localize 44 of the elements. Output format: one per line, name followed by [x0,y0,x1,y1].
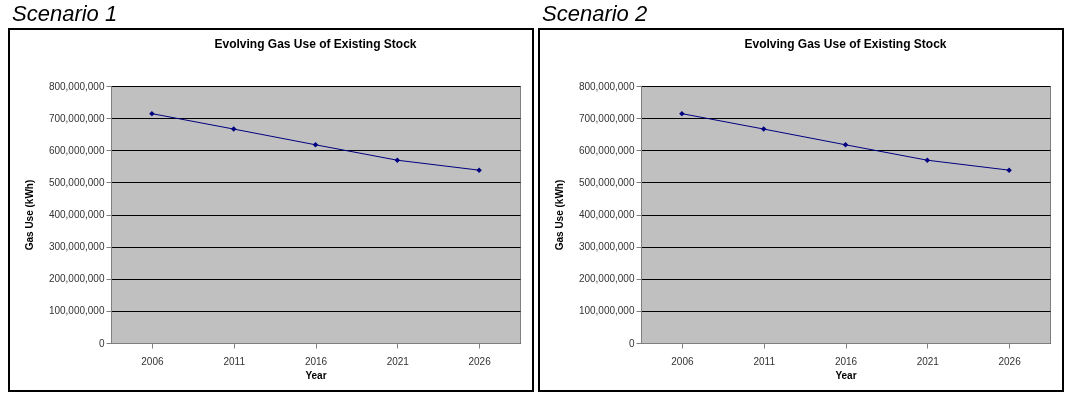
point [924,157,931,163]
point [760,126,767,132]
x-tick-label: 2006 [141,355,164,367]
chart-title: Evolving Gas Use of Existing Stock [744,37,947,51]
x-axis-title: Year [835,369,857,381]
point [842,142,849,148]
x-tick-label: 2011 [753,355,776,367]
y-tick-label: 700,000,000 [578,112,635,124]
y-tick-label: 300,000,000 [48,241,105,253]
point [679,110,685,117]
point [312,142,319,148]
y-tick-label: 100,000,000 [48,305,105,317]
chart-title: Evolving Gas Use of Existing Stock [214,37,417,51]
x-tick-label: 2016 [304,355,328,367]
y-tick-label: 600,000,000 [48,144,105,156]
x-tick-label: 2006 [671,355,694,367]
y-tick-label: 400,000,000 [48,209,105,220]
y-tick-label: 200,000,000 [48,273,105,285]
y-tick-label: 100,000,000 [578,305,635,317]
x-tick-label: 2021 [386,355,410,367]
y-tick-label: 800,000,000 [48,80,105,92]
point [230,126,237,132]
point [394,157,401,163]
y-axis-title: Gas Use (kWh) [23,179,35,251]
y-tick-label: 0 [98,337,105,349]
x-tick-label: 2016 [834,355,858,367]
y-tick-label: 200,000,000 [578,273,635,285]
x-axis-title: Year [305,369,327,381]
x-tick-label: 2021 [916,355,940,367]
x-tick-label: 2011 [223,355,246,367]
x-tick-label: 2026 [468,355,492,367]
text: Scenario 2 [541,0,649,28]
y-tick-label: 300,000,000 [578,241,635,253]
y-tick-label: 0 [628,337,635,349]
y-tick-label: 800,000,000 [578,80,635,92]
x-tick-label: 2026 [998,355,1022,367]
y-tick-label: 500,000,000 [578,176,635,188]
y-tick-label: 600,000,000 [578,144,635,156]
y-axis-title: Gas Use (kWh) [553,179,565,251]
y-tick-label: 500,000,000 [48,176,105,188]
y-tick-label: 400,000,000 [578,209,635,220]
point [149,110,155,117]
y-tick-label: 700,000,000 [48,112,105,124]
text: Scenario 1 [11,0,119,28]
